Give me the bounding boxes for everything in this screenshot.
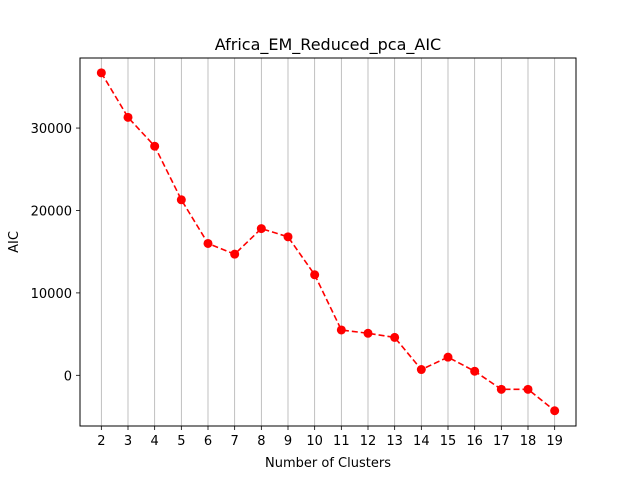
x-tick-label: 15 (440, 434, 457, 449)
data-point (96, 68, 106, 78)
y-tick-label: 10000 (31, 287, 72, 302)
x-tick-label: 5 (177, 434, 185, 449)
data-point (470, 366, 480, 376)
x-tick-label: 11 (333, 434, 350, 449)
x-tick-label: 3 (124, 434, 132, 449)
series-layer (96, 68, 560, 416)
x-tick-label: 12 (360, 434, 377, 449)
data-point (363, 328, 373, 338)
y-tick-label: 30000 (31, 122, 72, 137)
x-tick-label: 6 (204, 434, 212, 449)
data-point (443, 352, 453, 362)
plot-frame (79, 57, 577, 427)
x-tick-label: 7 (231, 434, 239, 449)
chart-title: Africa_EM_Reduced_pca_AIC (215, 35, 441, 55)
x-tick-label: 18 (520, 434, 537, 449)
x-axis-label: Number of Clusters (265, 456, 391, 471)
y-ticks: 0 10000 20000 30000 (31, 122, 80, 384)
y-tick-label: 20000 (31, 204, 72, 219)
y-tick-label: 0 (64, 369, 72, 384)
y-axis-label: AIC (7, 231, 22, 253)
data-point (283, 232, 293, 242)
data-point (390, 332, 400, 342)
x-tick-label: 14 (413, 434, 430, 449)
data-point (123, 112, 133, 122)
series-line (100, 72, 556, 412)
data-point (336, 325, 346, 335)
data-point (256, 224, 266, 234)
x-tick-label: 17 (493, 434, 510, 449)
x-tick-label: 9 (284, 434, 292, 449)
data-point (550, 406, 560, 416)
x-tick-label: 16 (466, 434, 483, 449)
data-point (176, 195, 186, 205)
x-tick-label: 8 (257, 434, 265, 449)
data-point (203, 238, 213, 248)
x-tick-label: 19 (546, 434, 563, 449)
x-tick-label: 2 (97, 434, 105, 449)
data-point (523, 384, 533, 394)
data-point (150, 141, 160, 151)
data-point (496, 384, 506, 394)
grid-layer (100, 58, 556, 426)
data-point (416, 365, 426, 375)
x-ticks: 2 3 4 5 6 7 8 9 10 11 12 13 14 15 16 17 18 19 (97, 426, 563, 449)
x-tick-label: 4 (151, 434, 159, 449)
data-point (310, 270, 320, 280)
x-tick-label: 10 (306, 434, 323, 449)
data-point (230, 249, 240, 259)
x-tick-label: 13 (386, 434, 403, 449)
